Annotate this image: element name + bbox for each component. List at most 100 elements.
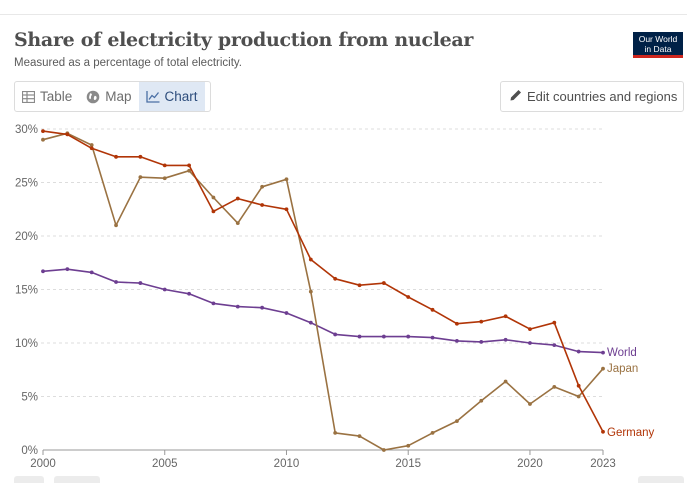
data-point-japan[interactable] (406, 443, 411, 448)
data-point-germany[interactable] (406, 295, 411, 299)
data-point-world[interactable] (211, 301, 216, 306)
series-label-japan[interactable]: Japan (607, 363, 638, 375)
data-point-japan[interactable] (89, 143, 94, 147)
data-point-japan[interactable] (528, 402, 532, 406)
data-point-japan[interactable] (308, 289, 313, 294)
data-point-japan[interactable] (552, 384, 557, 389)
data-point-germany[interactable] (211, 209, 216, 214)
data-point-japan[interactable] (114, 223, 118, 228)
tab-chart[interactable]: Chart (138, 82, 205, 111)
series-line-germany[interactable] (42, 130, 604, 433)
data-point-world[interactable] (357, 334, 362, 339)
data-point-world[interactable] (576, 349, 581, 354)
x-tick-label: 2015 (395, 458, 421, 470)
data-point-japan[interactable] (381, 448, 386, 452)
data-point-germany[interactable] (479, 319, 484, 324)
data-point-germany[interactable] (455, 321, 459, 326)
data-point-world[interactable] (41, 269, 45, 274)
data-point-japan[interactable] (138, 175, 143, 180)
data-point-germany[interactable] (41, 129, 45, 134)
data-point-japan[interactable] (162, 176, 167, 181)
data-point-germany[interactable] (187, 163, 191, 168)
x-tick-label: 2020 (517, 458, 543, 470)
data-point-germany[interactable] (308, 257, 313, 262)
data-point-world[interactable] (162, 287, 167, 292)
tab-table[interactable]: Table (15, 82, 79, 111)
data-point-world[interactable] (65, 267, 70, 272)
data-point-japan[interactable] (430, 430, 435, 435)
data-point-japan[interactable] (284, 177, 289, 182)
data-point-world[interactable] (308, 320, 313, 325)
y-tick-label: 20% (15, 231, 38, 243)
footer-tab-stub (54, 476, 100, 483)
data-point-japan[interactable] (260, 184, 265, 189)
data-point-japan[interactable] (357, 434, 362, 438)
series-line-japan[interactable] (42, 132, 604, 451)
data-point-germany[interactable] (576, 383, 581, 388)
view-tabs: Table Map Chart (14, 81, 211, 112)
data-point-world[interactable] (528, 341, 532, 345)
data-point-japan[interactable] (601, 366, 605, 371)
data-point-japan[interactable] (187, 168, 191, 173)
data-point-world[interactable] (503, 337, 508, 342)
data-point-world[interactable] (406, 334, 411, 339)
pencil-icon (510, 89, 522, 104)
data-point-japan[interactable] (235, 221, 240, 226)
series-label-world[interactable]: World (607, 347, 637, 359)
data-point-world[interactable] (601, 350, 605, 355)
data-point-world[interactable] (333, 332, 338, 337)
data-point-germany[interactable] (381, 281, 386, 285)
data-point-world[interactable] (260, 305, 265, 310)
line-chart-icon (145, 90, 160, 103)
data-point-japan[interactable] (576, 394, 581, 399)
owid-logo[interactable]: Our World in Data (633, 32, 683, 58)
chart-title: Share of electricity production from nuc… (14, 29, 474, 51)
footer-tab-stub (14, 476, 44, 483)
data-point-world[interactable] (138, 281, 143, 285)
x-tick-label: 2023 (590, 458, 616, 470)
edit-countries-label: Edit countries and regions (527, 89, 678, 104)
data-point-germany[interactable] (89, 146, 94, 151)
data-point-germany[interactable] (503, 314, 508, 319)
data-point-germany[interactable] (235, 196, 240, 201)
tab-map[interactable]: Map (79, 82, 138, 111)
data-point-world[interactable] (89, 270, 94, 275)
series-line-world[interactable] (42, 268, 604, 354)
data-point-world[interactable] (552, 343, 557, 348)
data-point-world[interactable] (284, 311, 289, 315)
data-point-world[interactable] (235, 304, 240, 309)
grid (41, 128, 603, 397)
data-point-world[interactable] (381, 334, 386, 339)
data-point-japan[interactable] (455, 419, 459, 424)
logo-line-1: Our World (638, 34, 678, 44)
data-point-japan[interactable] (479, 398, 484, 403)
data-point-world[interactable] (430, 335, 435, 340)
data-point-germany[interactable] (601, 429, 605, 434)
y-tick-label: 10% (15, 338, 38, 350)
data-point-japan[interactable] (503, 379, 508, 384)
edit-countries-button[interactable]: Edit countries and regions (500, 81, 684, 112)
data-point-world[interactable] (187, 291, 191, 296)
series-label-germany[interactable]: Germany (607, 427, 655, 439)
data-point-japan[interactable] (333, 430, 338, 435)
series-labels: World Japan Germany (607, 347, 655, 439)
data-point-world[interactable] (479, 340, 484, 344)
data-point-japan[interactable] (41, 137, 45, 142)
data-point-germany[interactable] (65, 132, 70, 137)
data-point-germany[interactable] (260, 203, 265, 207)
data-point-japan[interactable] (211, 195, 216, 200)
data-point-germany[interactable] (162, 163, 167, 168)
data-point-germany[interactable] (284, 207, 289, 212)
data-point-germany[interactable] (528, 327, 532, 331)
data-point-germany[interactable] (333, 276, 338, 281)
data-point-germany[interactable] (357, 283, 362, 288)
data-point-world[interactable] (114, 280, 118, 284)
data-point-world[interactable] (455, 338, 459, 343)
data-point-germany[interactable] (430, 307, 435, 312)
data-point-germany[interactable] (138, 154, 143, 159)
data-point-germany[interactable] (552, 320, 557, 325)
y-tick-label: 15% (15, 285, 38, 297)
data-point-germany[interactable] (114, 154, 118, 159)
x-tick-label: 2005 (152, 458, 178, 470)
series (41, 129, 605, 452)
